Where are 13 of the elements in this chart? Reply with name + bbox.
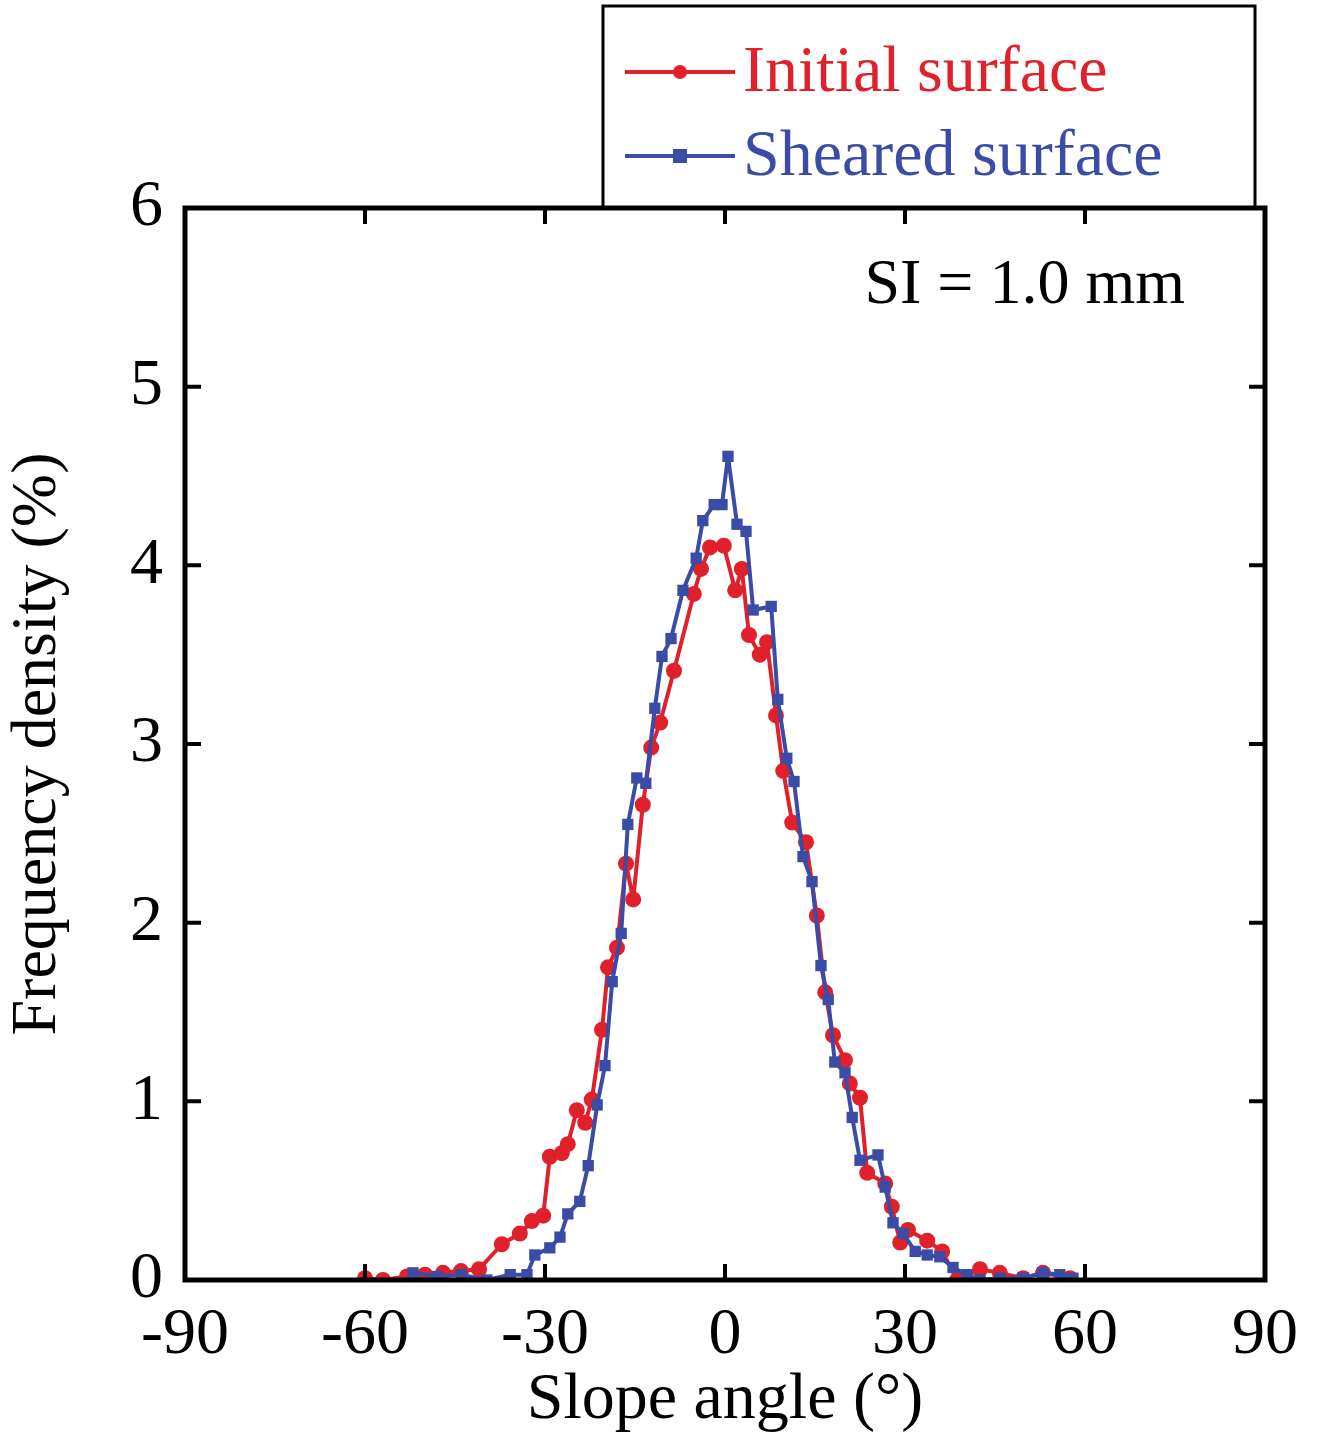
y-tick-label: 6 <box>130 166 163 240</box>
y-tick-label: 1 <box>130 1059 163 1133</box>
x-tick-label: 90 <box>1232 1293 1298 1367</box>
y-tick-label: 5 <box>130 344 163 418</box>
y-tick-label: 4 <box>130 523 163 597</box>
y-tick-label: 2 <box>130 880 163 954</box>
x-tick-label: 60 <box>1052 1293 1118 1367</box>
annotation: SI = 1.0 mm <box>864 245 1185 317</box>
y-tick-label: 3 <box>130 702 163 776</box>
legend-label: Sheared surface <box>743 116 1163 190</box>
legend-label: Initial surface <box>743 32 1108 106</box>
y-axis-title: Frequency density (%) <box>0 452 70 1036</box>
x-tick-label: -60 <box>321 1293 409 1367</box>
